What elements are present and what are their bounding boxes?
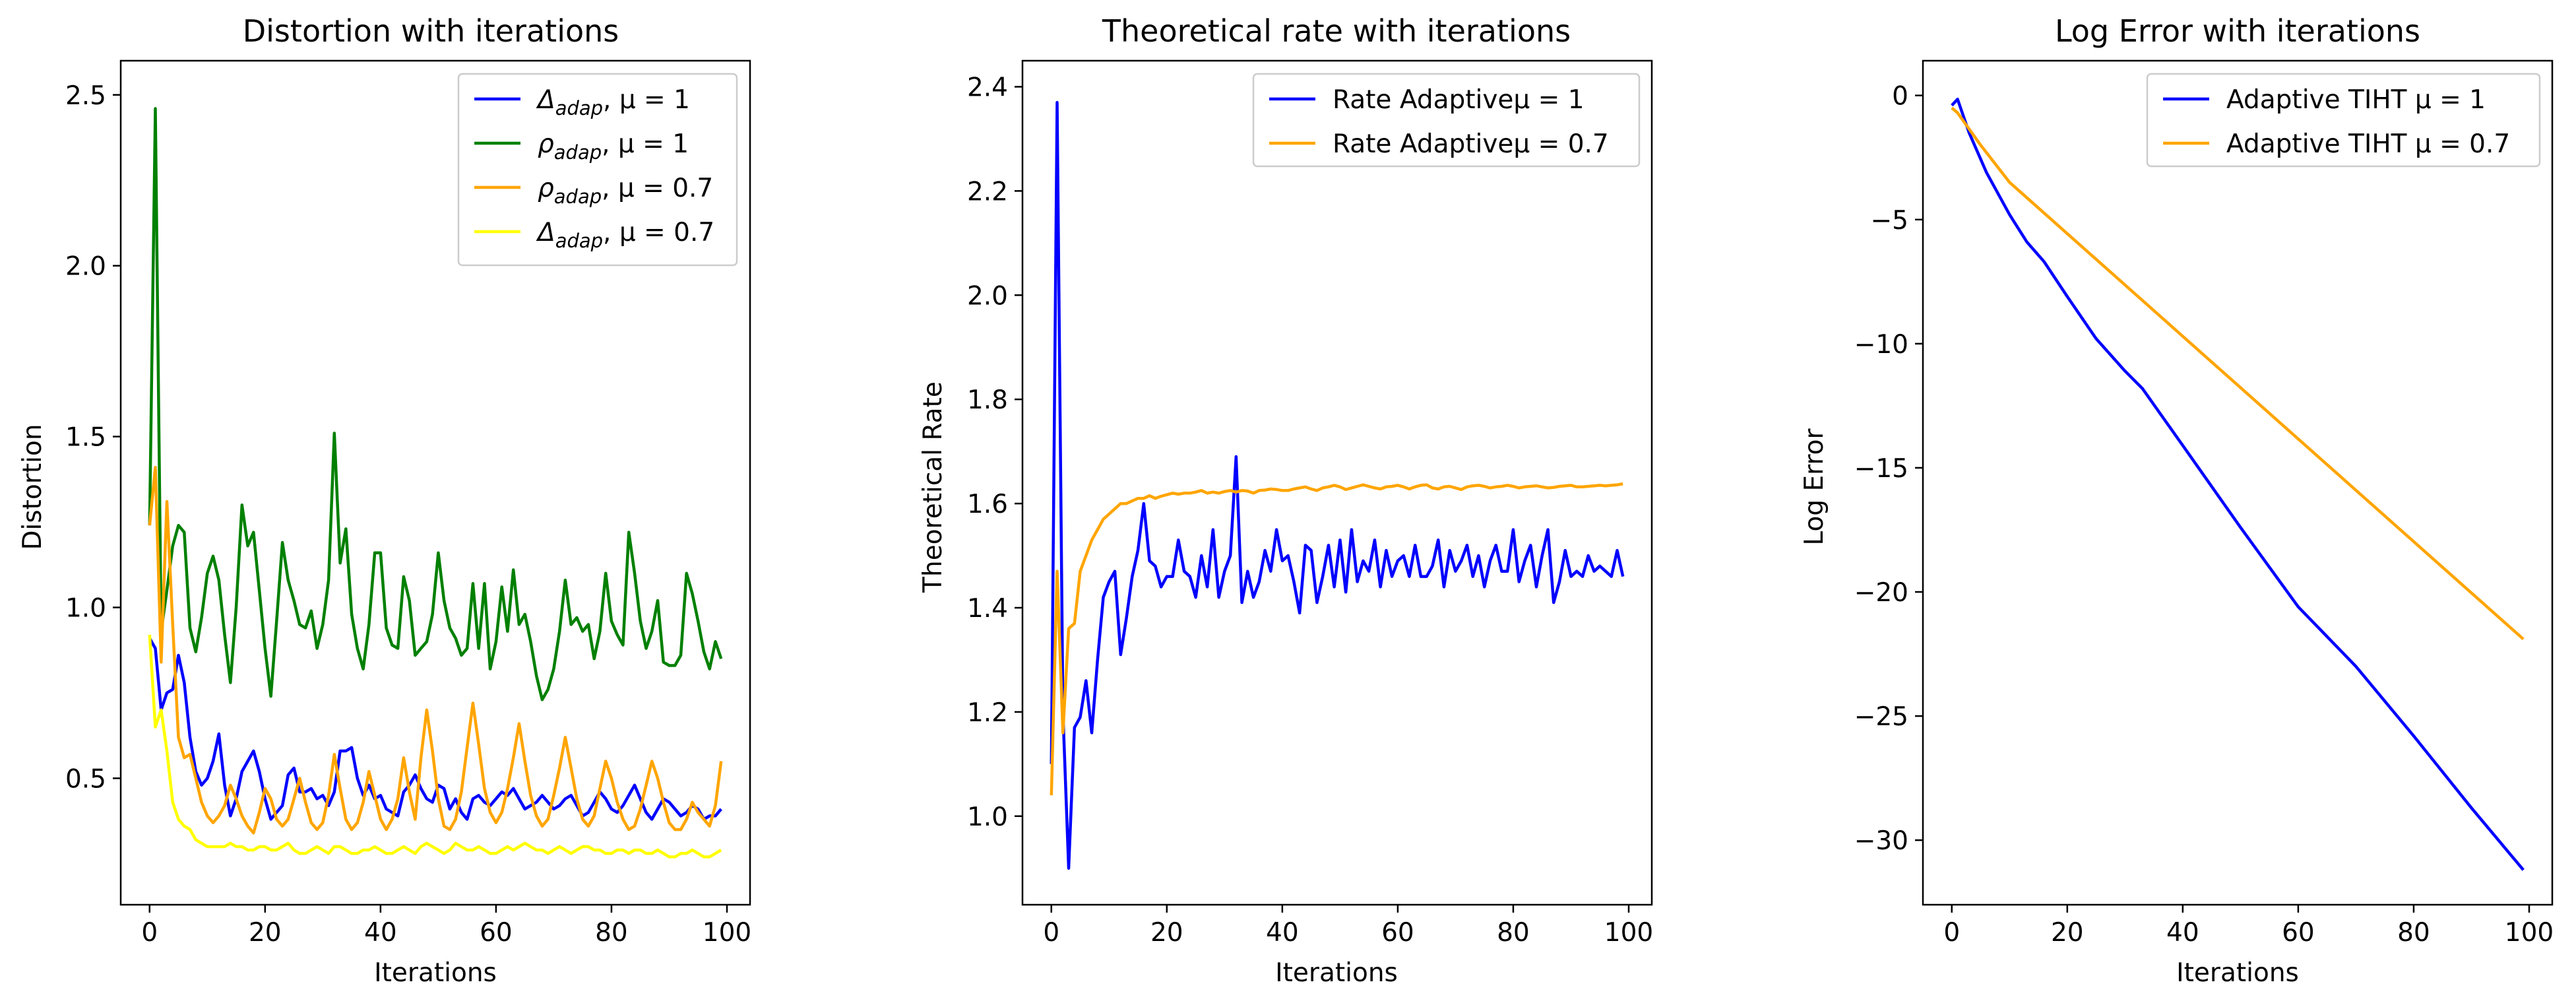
- y-tick-label: 2.5: [65, 81, 106, 111]
- legend-entry: Δadap, μ = 0.7: [536, 218, 714, 252]
- legend-entry: ρadap, μ = 1: [538, 129, 689, 164]
- plot-lines: [148, 107, 723, 859]
- y-tick-label: 1.4: [967, 594, 1008, 624]
- legend-entry: Δadap, μ = 1: [536, 85, 690, 119]
- plot-lines: [1951, 98, 2525, 871]
- series-line-rate-adaptive-1: [1050, 100, 1625, 870]
- legend-rest: , μ = 0.7: [602, 174, 713, 203]
- axis-ticks: 0 20 40 60 80 100 0.5 1.0 1.5 2.0 2.5: [65, 81, 751, 948]
- series-line-adaptive-tiht-1: [1951, 98, 2525, 871]
- chart-title: Distortion with iterations: [243, 13, 619, 49]
- legend-symbol: Δ: [536, 218, 555, 247]
- legend-entry: ρadap, μ = 0.7: [538, 174, 713, 208]
- y-tick-label: −30: [1854, 826, 1908, 856]
- legend-rest: , μ = 1: [602, 129, 689, 159]
- x-axis-label: Iterations: [374, 958, 497, 988]
- legend-subscript: adap: [555, 97, 603, 119]
- y-tick-label: 1.2: [967, 698, 1008, 728]
- legend-entry: Adaptive TIHT μ = 1: [2226, 85, 2486, 115]
- series-line-adap-1: [148, 107, 723, 701]
- legend: Rate Adaptiveμ = 1 Rate Adaptiveμ = 0.7: [1252, 73, 1641, 168]
- series-line-adaptive-tiht-0-7: [1951, 106, 2525, 641]
- legend-entry: Adaptive TIHT μ = 0.7: [2226, 129, 2510, 159]
- series-line-adap-1: [148, 637, 722, 821]
- x-tick-label: 20: [1150, 918, 1183, 948]
- y-tick-label: 2.0: [65, 252, 106, 282]
- legend-rest: , μ = 0.7: [603, 218, 714, 247]
- x-tick-label: 80: [595, 918, 628, 948]
- y-tick-label: 2.2: [967, 177, 1008, 207]
- x-tick-label: 100: [703, 918, 751, 948]
- plot-lines: [1050, 100, 1625, 870]
- legend-subscript: adap: [555, 230, 603, 252]
- x-tick-label: 0: [1043, 918, 1059, 948]
- legend-box: [2146, 73, 2541, 168]
- x-tick-label: 0: [141, 918, 158, 948]
- log-error-panel: Log Error with iterations Iterations Log…: [1800, 13, 2554, 988]
- x-tick-label: 0: [1943, 918, 1960, 948]
- legend-entry: Rate Adaptiveμ = 1: [1333, 85, 1585, 115]
- y-tick-label: 0: [1892, 82, 1908, 112]
- plot-frame: [119, 59, 751, 906]
- plot-frame: [1021, 59, 1653, 906]
- chart-title: Log Error with iterations: [2055, 13, 2420, 49]
- y-tick-label: 1.0: [967, 802, 1008, 832]
- legend-rest: , μ = 1: [603, 85, 690, 115]
- series-line-rate-adaptive-0-7: [1050, 482, 1623, 796]
- y-tick-label: 1.6: [967, 490, 1008, 519]
- y-tick-label: −10: [1854, 330, 1908, 360]
- x-tick-label: 40: [1266, 918, 1299, 948]
- x-tick-label: 60: [480, 918, 513, 948]
- y-tick-label: 0.5: [65, 764, 106, 794]
- chart-title: Theoretical rate with iterations: [1102, 13, 1571, 49]
- x-tick-label: 100: [2505, 918, 2554, 948]
- y-axis-label: Distortion: [18, 424, 47, 550]
- legend-symbol: Δ: [536, 85, 555, 115]
- legend-symbol: ρ: [538, 129, 554, 159]
- legend-subscript: adap: [554, 141, 602, 164]
- legend-entry: Rate Adaptiveμ = 0.7: [1333, 129, 1609, 159]
- x-tick-label: 20: [249, 918, 282, 948]
- y-tick-label: 2.4: [967, 73, 1008, 102]
- x-tick-label: 20: [2051, 918, 2084, 948]
- legend: Adaptive TIHT μ = 1 Adaptive TIHT μ = 0.7: [2146, 73, 2541, 168]
- x-tick-label: 60: [1381, 918, 1414, 948]
- legend-box: [457, 73, 738, 267]
- y-tick-label: 1.8: [967, 385, 1008, 415]
- y-tick-label: 1.5: [65, 423, 106, 453]
- x-axis-label: Iterations: [2176, 958, 2299, 988]
- distortion-panel: Distortion with iterations Iterations Di…: [18, 13, 751, 988]
- y-axis-label: Log Error: [1800, 428, 1829, 545]
- y-tick-label: 2.0: [967, 281, 1008, 311]
- x-tick-label: 100: [1604, 918, 1653, 948]
- legend-subscript: adap: [554, 185, 602, 208]
- legend-box: [1252, 73, 1641, 168]
- y-tick-label: 1.0: [65, 594, 106, 624]
- x-tick-label: 40: [364, 918, 397, 948]
- series-line-adap-0-7: [148, 465, 723, 835]
- x-tick-label: 40: [2166, 918, 2199, 948]
- x-tick-label: 80: [1497, 918, 1530, 948]
- legend-symbol: ρ: [538, 174, 554, 203]
- y-tick-label: −25: [1854, 702, 1908, 732]
- y-tick-label: −20: [1854, 578, 1908, 608]
- series-line-adap-0-7: [148, 634, 722, 859]
- axis-ticks: 0 20 40 60 80 100 1.0 1.2 1.4 1.6 1.8 2.0 2.2 2.4: [967, 73, 1653, 948]
- theoretical-rate-panel: Theoretical rate with iterations Iterati…: [918, 13, 1653, 988]
- y-axis-label: Theoretical Rate: [918, 381, 948, 593]
- axis-ticks: 0 20 40 60 80 100 0 −5 −10 −15 −20 −25 −30: [1854, 82, 2554, 948]
- x-tick-label: 80: [2397, 918, 2430, 948]
- plot-frame: [1922, 59, 2554, 906]
- y-tick-label: −5: [1871, 206, 1909, 236]
- x-axis-label: Iterations: [1275, 958, 1398, 988]
- y-tick-label: −15: [1854, 454, 1908, 484]
- x-tick-label: 60: [2282, 918, 2315, 948]
